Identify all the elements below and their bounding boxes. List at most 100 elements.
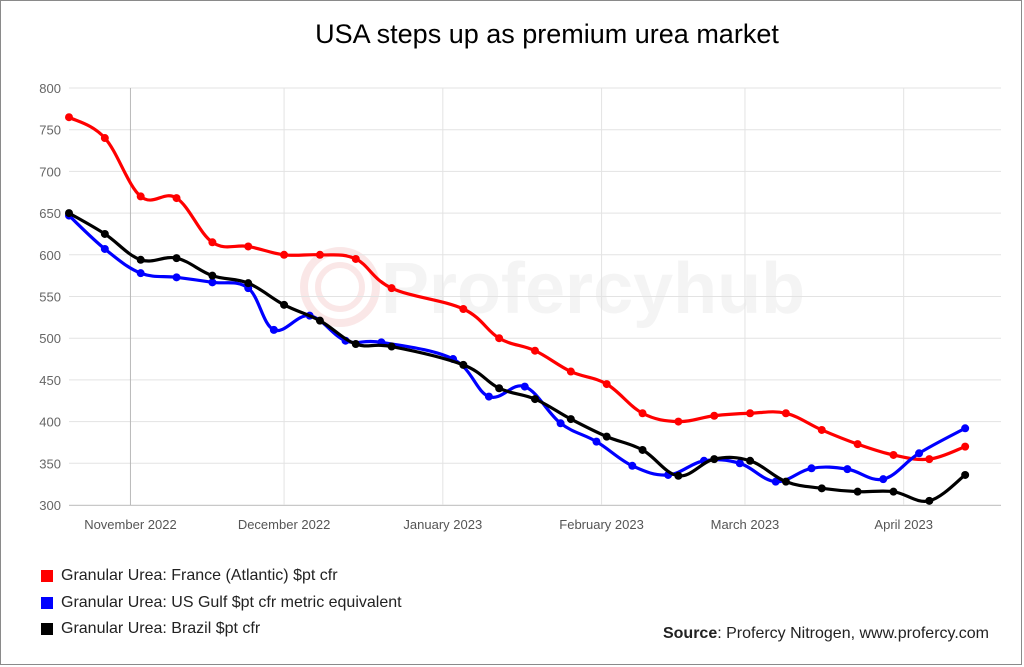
data-point-france [100,134,109,143]
data-point-brazil [853,487,862,496]
series-brazil [65,209,970,505]
data-point-brazil [208,271,217,280]
data-point-france [208,238,217,247]
data-point-us-gulf [556,419,565,428]
legend-label-brazil: Granular Urea: Brazil $pt cfr [61,620,261,637]
data-point-france [602,380,611,389]
data-point-us-gulf [807,464,816,473]
data-point-france [315,250,324,259]
y-tick-label: 400 [39,415,61,430]
data-point-us-gulf [100,244,109,253]
data-point-france [280,250,289,259]
legend-swatch-us-gulf [41,597,53,609]
data-point-brazil [566,415,575,424]
data-point-us-gulf [172,273,181,282]
data-point-us-gulf [628,461,637,470]
data-point-brazil [638,445,647,454]
x-tick-label: February 2023 [559,517,644,532]
svg-text:Profercyhub: Profercyhub [381,249,805,329]
source-label: Source [662,625,718,642]
data-point-us-gulf [879,475,888,484]
data-point-brazil [961,470,970,479]
data-point-france [746,409,755,418]
data-point-brazil [889,487,898,496]
source-text: : Profercy Nitrogen, www.profercy.com [717,625,989,642]
data-point-brazil [100,229,109,238]
y-tick-label: 700 [39,164,61,179]
data-point-france [459,305,468,314]
data-point-brazil [602,432,611,441]
series-us-gulf [65,211,970,486]
data-point-france [889,450,898,459]
source-note: Source: Profercy Nitrogen, www.profercy.… [663,625,989,643]
data-point-us-gulf [484,392,493,401]
data-point-brazil [674,471,683,480]
y-tick-label: 450 [39,373,61,388]
x-tick-label: March 2023 [711,517,780,532]
x-tick-label: November 2022 [84,517,177,532]
data-point-france [674,417,683,426]
y-tick-label: 750 [39,123,61,138]
legend-item-brazil[interactable]: Granular Urea: Brazil $pt cfr [41,620,260,638]
data-point-us-gulf [592,437,601,446]
data-point-us-gulf [136,269,145,278]
data-point-brazil [136,255,145,264]
data-point-france [244,242,253,251]
data-point-brazil [244,279,253,288]
data-point-brazil [280,300,289,309]
data-point-us-gulf [208,278,217,287]
data-point-us-gulf [269,325,278,334]
legend-item-us-gulf[interactable]: Granular Urea: US Gulf $pt cfr metric eq… [41,594,402,612]
data-point-brazil [172,254,181,263]
data-point-france [961,442,970,451]
data-point-brazil [817,484,826,493]
data-point-us-gulf [843,465,852,474]
y-tick-label: 350 [39,456,61,471]
y-tick-label: 550 [39,290,61,305]
y-tick-label: 650 [39,206,61,221]
data-point-us-gulf [915,449,924,458]
data-point-france [495,334,504,343]
axes: 300 350 400 450 500 550 600 650 700 750 800 Novembe… [39,81,1001,532]
series-group [65,113,970,505]
legend-label-us-gulf: Granular Urea: US Gulf $pt cfr metric eq… [61,594,402,611]
data-point-brazil [315,316,324,325]
data-point-france [925,455,934,464]
line-chart: Profercyhub 300 350 400 450 500 550 600 650 700 7… [39,81,1001,532]
watermark-logo: Profercyhub [300,247,805,329]
data-point-us-gulf [520,382,529,391]
series-france [65,113,970,464]
data-point-france [781,409,790,418]
data-point-france [817,425,826,434]
data-point-france [136,192,145,201]
data-point-us-gulf [735,459,744,468]
data-point-france [351,254,360,263]
data-point-us-gulf [771,477,780,486]
legend-label-france: Granular Urea: France (Atlantic) $pt cfr [61,567,338,584]
data-point-france [638,409,647,418]
data-point-france [566,367,575,376]
data-point-brazil [710,455,719,464]
x-tick-label: April 2023 [874,517,933,532]
data-point-france [387,284,396,293]
x-tick-label: January 2023 [403,517,482,532]
data-point-france [65,113,73,122]
data-point-brazil [925,496,934,505]
data-point-france [172,194,181,203]
data-point-brazil [781,477,790,486]
data-point-us-gulf [961,424,970,433]
data-point-brazil [387,342,396,351]
y-tick-label: 500 [39,331,61,346]
data-point-brazil [459,360,468,369]
data-point-france [531,346,539,355]
y-tick-label: 600 [39,248,61,263]
data-point-brazil [495,384,504,393]
data-point-brazil [351,340,360,349]
legend-item-france[interactable]: Granular Urea: France (Atlantic) $pt cfr [41,567,338,585]
data-point-brazil [65,209,73,218]
data-point-brazil [746,456,755,465]
gridlines [69,87,1001,506]
data-point-brazil [531,395,539,404]
y-tick-label: 800 [39,81,61,96]
